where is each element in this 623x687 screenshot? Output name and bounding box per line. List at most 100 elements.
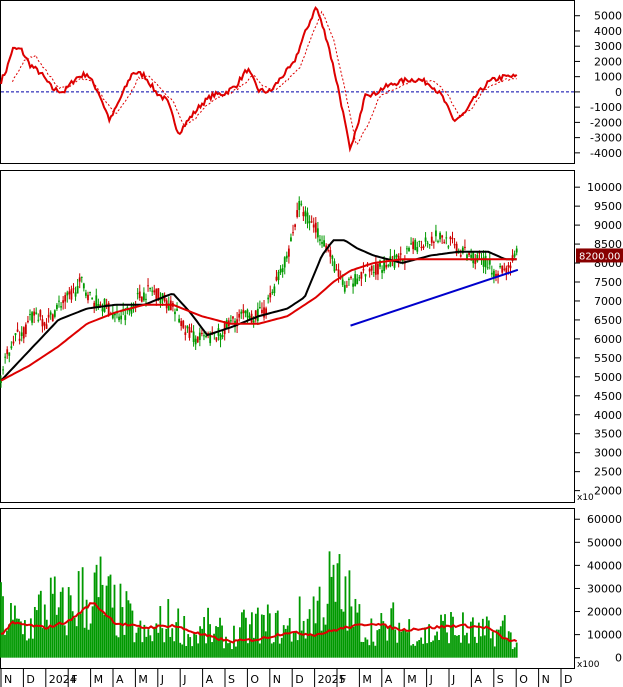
candle-body: [300, 203, 303, 205]
volume-bar: [67, 587, 70, 658]
candle-body: [118, 316, 120, 321]
candle-body: [10, 346, 13, 349]
volume-bar: [163, 642, 166, 658]
volume-bar: [103, 614, 106, 658]
volume-bar: [280, 637, 283, 658]
candle-body: [323, 240, 325, 247]
candle-body: [470, 254, 473, 258]
candle-body: [269, 292, 272, 298]
volume-bar: [123, 634, 126, 658]
candle-body: [414, 239, 417, 251]
volume-bar: [346, 630, 349, 658]
volume-bar: [119, 583, 122, 658]
volume-bar: [99, 556, 102, 658]
candle-body: [178, 318, 181, 323]
volume-bar: [241, 612, 243, 658]
volume-bar: [237, 639, 239, 658]
candle-body: [428, 244, 431, 246]
volume-bar: [101, 584, 104, 658]
volume-bar: [141, 642, 144, 658]
candle-body: [430, 236, 433, 243]
candle-body: [174, 311, 176, 315]
candle-body: [304, 210, 307, 217]
volume-bar: [209, 624, 211, 658]
volume-bar: [4, 634, 6, 658]
candle-body: [66, 292, 69, 296]
volume-bar: [29, 618, 32, 658]
volume-bar: [400, 631, 403, 658]
volume-bar: [288, 618, 291, 658]
x-tick-label: D: [295, 673, 303, 686]
volume-bar: [25, 640, 28, 658]
volume-bar: [169, 636, 172, 658]
volume-bar: [362, 642, 365, 658]
y-tick-label: 40000: [587, 559, 622, 572]
volume-bar: [219, 617, 221, 658]
oscillator-panel: [0, 0, 575, 164]
candle-body: [132, 303, 135, 309]
candle-body: [488, 259, 491, 265]
candle-body: [455, 243, 458, 254]
volume-bar: [155, 623, 158, 658]
volume-bars: [0, 551, 518, 658]
candle-body: [219, 334, 222, 341]
candle-body: [451, 238, 454, 240]
y-tick-label: 2000: [594, 485, 622, 498]
volume-bar: [129, 603, 132, 658]
volume-bar: [167, 599, 170, 658]
candle-body: [474, 260, 477, 264]
last-price-tag: 8200.00: [576, 248, 623, 263]
volume-bar: [207, 607, 209, 658]
volume-bar: [318, 586, 321, 658]
candle-body: [302, 212, 305, 217]
volume-bar: [43, 604, 46, 658]
volume-bar: [336, 563, 339, 658]
volume-bar: [310, 634, 313, 658]
volume-bar: [354, 598, 357, 658]
candle-body: [420, 247, 423, 249]
candle-body: [29, 314, 31, 316]
candle-body: [441, 235, 444, 238]
volume-bar: [121, 607, 124, 658]
candle-body: [472, 252, 475, 264]
y-tick-label: 20000: [587, 606, 622, 619]
volume-bar: [350, 606, 353, 658]
x-tick-label: M: [94, 673, 104, 686]
volume-bar: [89, 623, 92, 658]
volume-bar: [215, 626, 217, 658]
candle-body: [101, 308, 104, 312]
volume-bar: [268, 613, 271, 658]
volume-bar: [368, 645, 371, 658]
candle-body: [490, 272, 493, 275]
volume-bar: [248, 624, 251, 658]
volume-bar: [59, 591, 62, 658]
candle-body: [426, 242, 429, 244]
volume-bar: [51, 593, 54, 658]
x-tick-label: D: [26, 673, 34, 686]
candle-body: [312, 224, 315, 228]
volume-bar: [396, 642, 399, 658]
y-tick-label: 10000: [587, 629, 622, 642]
candle-body: [0, 378, 2, 383]
volume-bar: [416, 641, 419, 658]
volume-bar: [91, 606, 94, 658]
candle-body: [205, 335, 207, 337]
y-tick-label: 7000: [594, 295, 622, 308]
candle-body: [60, 306, 62, 308]
candle-body: [85, 292, 87, 296]
volume-bar: [63, 625, 66, 658]
y-tick-label: 30000: [587, 582, 622, 595]
candle-body: [335, 269, 338, 271]
candle-body: [333, 261, 336, 272]
volume-bar: [370, 618, 373, 658]
candle-body: [296, 210, 299, 217]
volume-bar: [47, 628, 50, 658]
candle-body: [443, 241, 446, 243]
x-tick-label: O: [519, 673, 528, 686]
candle-body: [408, 247, 410, 252]
volume-bar: [266, 604, 269, 658]
candle-body: [281, 268, 284, 273]
price-y-axis: 1000095009000850080007500700065006000550…: [575, 181, 622, 498]
candle-body: [468, 252, 470, 256]
candle-body: [4, 356, 7, 358]
